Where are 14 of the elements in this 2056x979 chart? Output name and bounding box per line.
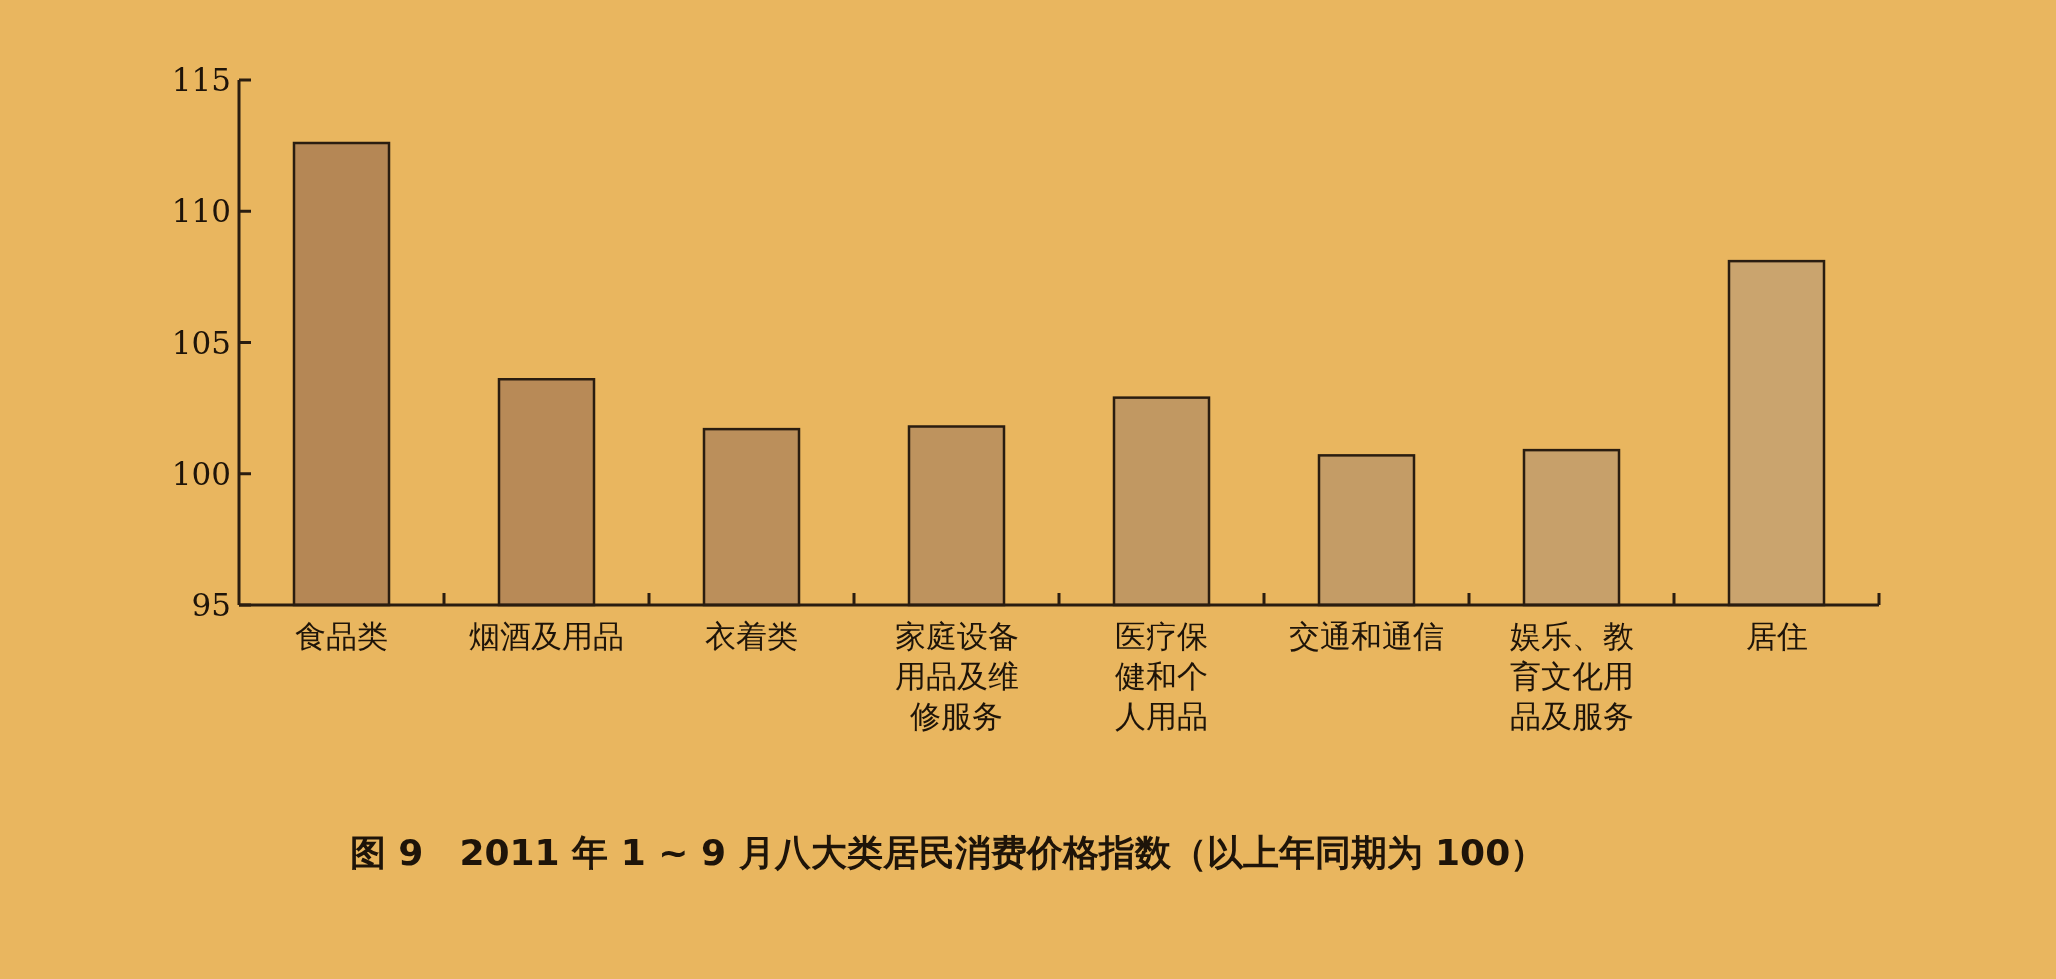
- y-tick-label: 105: [171, 324, 231, 361]
- x-tick-label: 娱乐、教育文化用品及服务: [1509, 618, 1634, 734]
- x-tick-label: 家庭设备用品及维修服务: [894, 618, 1019, 734]
- x-tick-label: 烟酒及用品: [469, 618, 624, 654]
- y-tick-label: 100: [171, 455, 231, 492]
- y-tick-label: 95: [191, 587, 231, 623]
- x-tick-label: 交通和通信: [1289, 618, 1444, 654]
- text: 图 9 2011 年 1 ~ 9 月八大类居民消费价格指数（以上年同期为 100）: [349, 832, 1547, 873]
- x-tick-label: 居住: [1745, 618, 1808, 654]
- y-tick-label: 115: [171, 62, 231, 98]
- x-tick-label: 食品类: [295, 618, 388, 654]
- x-tick-label: 医疗保健和个人用品: [1115, 618, 1208, 734]
- x-tick-label: 衣着类: [705, 618, 798, 654]
- y-tick-label: 110: [171, 193, 231, 230]
